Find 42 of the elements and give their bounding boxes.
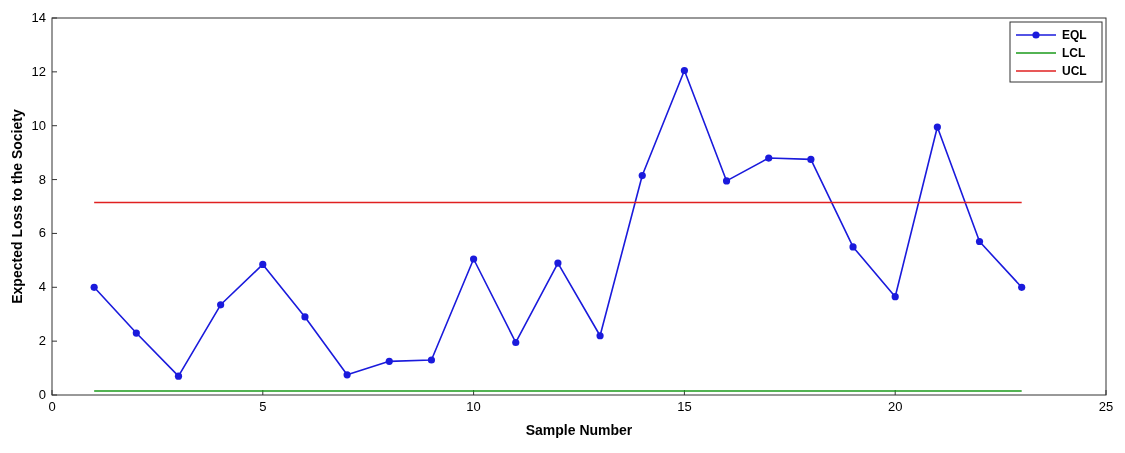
point <box>722 177 731 185</box>
y-tick-label: 10 <box>31 117 46 133</box>
point <box>174 372 183 380</box>
x-tick-label: 5 <box>259 399 267 414</box>
point <box>90 283 98 291</box>
legend-label: UCL <box>1062 64 1087 78</box>
point <box>512 338 520 347</box>
y-tick-label: 6 <box>38 225 46 241</box>
y-tick-label: 12 <box>31 63 46 79</box>
point <box>849 243 857 251</box>
y-tick-label: 4 <box>38 279 46 295</box>
point <box>554 259 562 267</box>
x-tick-label: 0 <box>48 399 56 414</box>
legend-label: LCL <box>1062 46 1086 60</box>
point <box>891 293 899 301</box>
point <box>301 313 309 321</box>
y-tick-label: 0 <box>38 387 46 402</box>
x-tick-label: 10 <box>466 399 481 414</box>
y-tick-label: 2 <box>38 333 46 349</box>
y-tick-label: 8 <box>38 171 46 187</box>
x-axis-title: Sample Number <box>525 422 633 438</box>
point <box>470 255 478 263</box>
legend-label: EQL <box>1062 28 1087 42</box>
point <box>680 66 688 75</box>
point <box>343 371 351 379</box>
y-tick-label: 14 <box>31 10 46 25</box>
point <box>596 332 604 340</box>
y-axis-title: Expected Loss to the Society <box>9 109 25 304</box>
x-tick-label: 25 <box>1098 399 1114 414</box>
x-tick-label: 15 <box>677 399 692 414</box>
point <box>638 171 646 180</box>
point <box>807 155 815 163</box>
point <box>132 329 140 337</box>
point <box>933 123 941 131</box>
point <box>765 154 773 162</box>
point <box>1018 283 1026 291</box>
x-tick-label: 20 <box>887 399 903 414</box>
point <box>259 260 267 268</box>
point <box>427 356 436 364</box>
point <box>217 301 225 309</box>
point <box>975 237 984 246</box>
point <box>385 357 393 365</box>
